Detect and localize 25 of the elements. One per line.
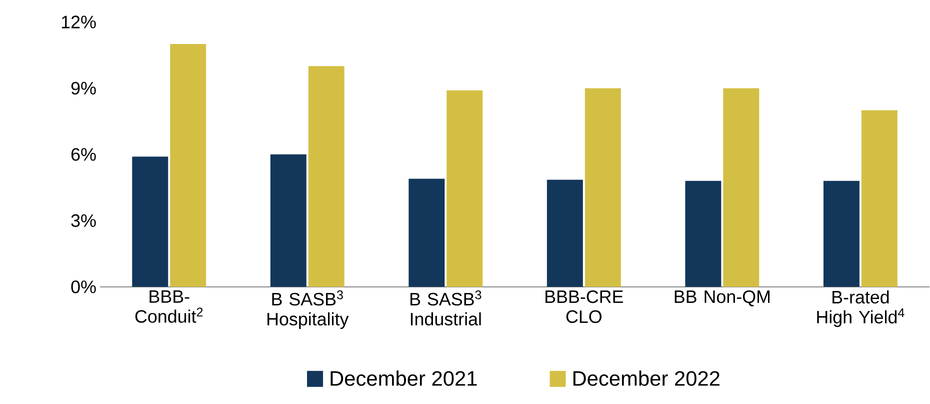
bar	[823, 181, 860, 287]
bar	[446, 90, 483, 287]
x-tick-label: BBB-Conduit$^{2}$	[135, 290, 203, 323]
bar	[861, 110, 898, 287]
bar	[408, 178, 445, 287]
y-tick-label: 6%	[71, 148, 96, 161]
bar	[685, 181, 722, 287]
legend-label: December 2022	[573, 370, 720, 386]
y-tick-label: 12%	[62, 16, 96, 28]
y-tick-label: 0%	[71, 280, 96, 294]
x-tick-label: BB Non-QM	[674, 290, 770, 306]
x-tick-label: B SASB$^{3}$ Hospitality	[268, 290, 349, 330]
bar	[170, 44, 206, 287]
y-tick-label: 9%	[71, 82, 96, 95]
x-tick-label: B SASB$^{3}$ Industrial	[410, 290, 482, 326]
bar	[584, 88, 621, 287]
bar	[723, 88, 760, 287]
y-tick-label: 3%	[71, 214, 96, 228]
bar	[546, 180, 583, 287]
legend-label: December 2021	[330, 370, 477, 386]
x-tick-label: B-rated High Yield$^{4}$	[817, 290, 904, 328]
x-tick-label: BBB-CRE CLO	[546, 290, 623, 324]
bar	[132, 156, 168, 287]
bar	[308, 66, 344, 287]
bar	[270, 154, 306, 287]
